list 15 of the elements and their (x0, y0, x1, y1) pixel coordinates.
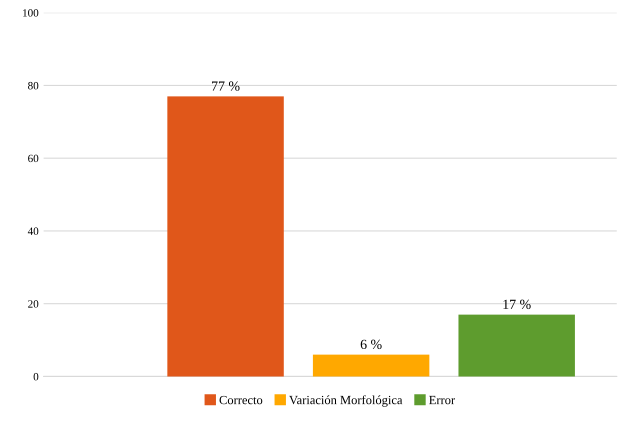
legend-label: Error (429, 396, 456, 404)
legend-label: Variación Morfológica (289, 395, 402, 407)
legend-label: Correcto (220, 396, 262, 404)
y-tick-label: 0 (34, 372, 38, 380)
y-tick-label: 60 (28, 154, 38, 162)
data-label: 77 % (212, 81, 240, 91)
data-label: 17 % (503, 300, 531, 310)
y-tick-label: 80 (28, 82, 38, 90)
bar (458, 314, 575, 376)
bar (167, 96, 284, 376)
y-tick-label: 100 (23, 9, 38, 17)
bar (312, 354, 430, 376)
y-tick-label: 40 (28, 227, 38, 235)
data-label: 6 % (360, 340, 382, 350)
y-tick-label: 20 (28, 300, 38, 308)
